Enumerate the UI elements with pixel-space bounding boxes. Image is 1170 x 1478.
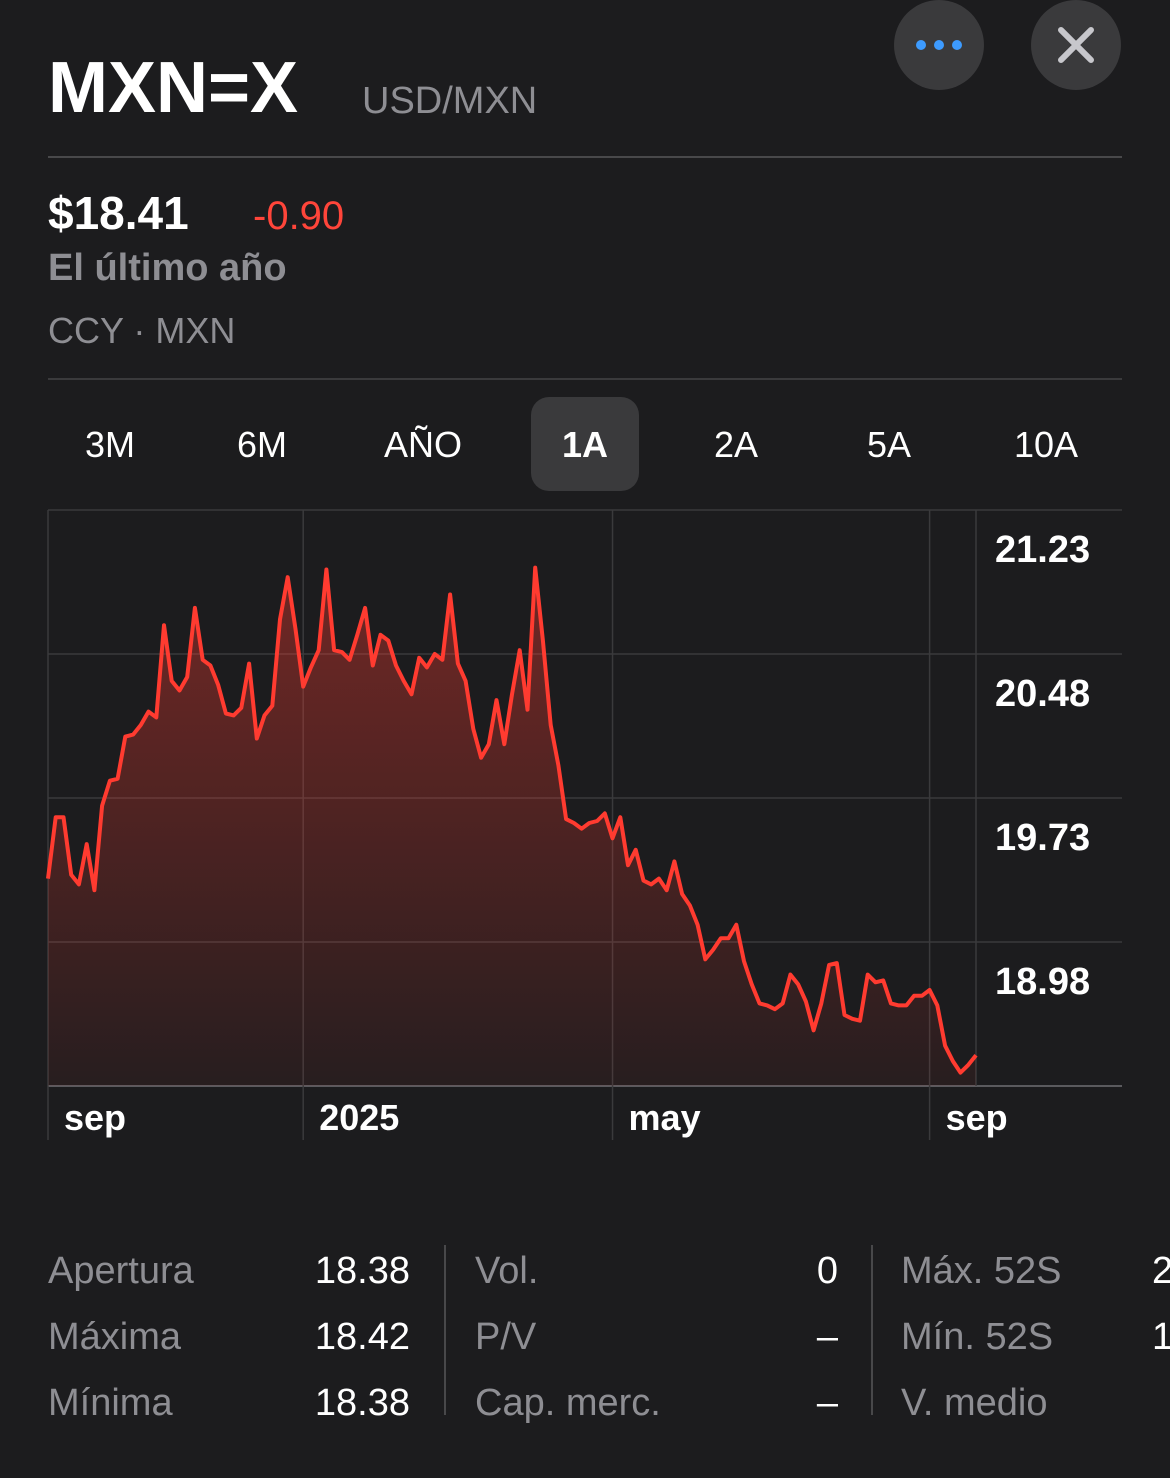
- price-line: [46, 565, 978, 1075]
- dot: [952, 40, 962, 50]
- chart: 21.23 20.48 19.73 18.98 sep 2025 may sep: [46, 509, 1122, 1140]
- stat-label: V. medio: [901, 1382, 1047, 1424]
- stat-label: Máx. 52S: [901, 1250, 1062, 1292]
- pair-name: USD/MXN: [362, 80, 537, 122]
- tab[interactable]: AÑO: [384, 424, 462, 465]
- stat-value: 0: [817, 1250, 838, 1292]
- close-button[interactable]: [1031, 0, 1121, 90]
- stat-label: Vol.: [475, 1250, 538, 1292]
- x-tick-label: may: [629, 1097, 701, 1138]
- tab[interactable]: 2A: [714, 424, 758, 465]
- stat-label: Cap. merc.: [475, 1382, 661, 1424]
- x-tick-label: sep: [64, 1097, 126, 1138]
- price: $18.41: [48, 187, 189, 239]
- stat-label: P/V: [475, 1316, 537, 1358]
- stats: Apertura 18.38 Máxima 18.42 Mínima 18.38 Vol. 0…: [48, 1245, 1170, 1424]
- y-tick-label: 21.23: [995, 529, 1090, 571]
- stat-label: Máxima: [48, 1316, 182, 1358]
- tab-selected[interactable]: 1A: [562, 424, 608, 465]
- x-tick-label: 2025: [319, 1097, 399, 1138]
- y-tick-label: 18.98: [995, 961, 1090, 1003]
- stat-value: 18.38: [315, 1382, 410, 1424]
- stat-value: –: [817, 1382, 839, 1424]
- y-tick-label: 20.48: [995, 673, 1090, 715]
- stat-value: 18.38: [315, 1250, 410, 1292]
- range-tabs: 3M 6M AÑO 1A 2A 5A 10A: [85, 397, 1078, 491]
- stat-label: Apertura: [48, 1250, 195, 1292]
- period: El último año: [48, 247, 287, 289]
- exchange: CCY · MXN: [48, 310, 235, 351]
- tab[interactable]: 10A: [1014, 424, 1078, 465]
- dot: [934, 40, 944, 50]
- y-tick-label: 19.73: [995, 817, 1090, 859]
- stat-label: Mín. 52S: [901, 1316, 1053, 1358]
- x-tick-label: sep: [946, 1097, 1008, 1138]
- tab-selected-bg[interactable]: [531, 397, 639, 491]
- more-button[interactable]: [894, 0, 984, 90]
- area: [48, 567, 976, 1086]
- dot: [916, 40, 926, 50]
- tab[interactable]: 5A: [867, 424, 911, 465]
- symbol: MXN=X: [48, 48, 298, 128]
- close-icon: [1058, 27, 1094, 63]
- stat-label: Mínima: [48, 1382, 173, 1424]
- stat-value: 18.42: [315, 1316, 410, 1358]
- stat-value: –: [817, 1316, 839, 1358]
- tab[interactable]: 6M: [237, 424, 287, 465]
- stat-value: 2: [1152, 1250, 1170, 1292]
- stat-value: 1: [1152, 1316, 1170, 1358]
- tab[interactable]: 3M: [85, 424, 135, 465]
- price-change: -0.90: [253, 194, 344, 238]
